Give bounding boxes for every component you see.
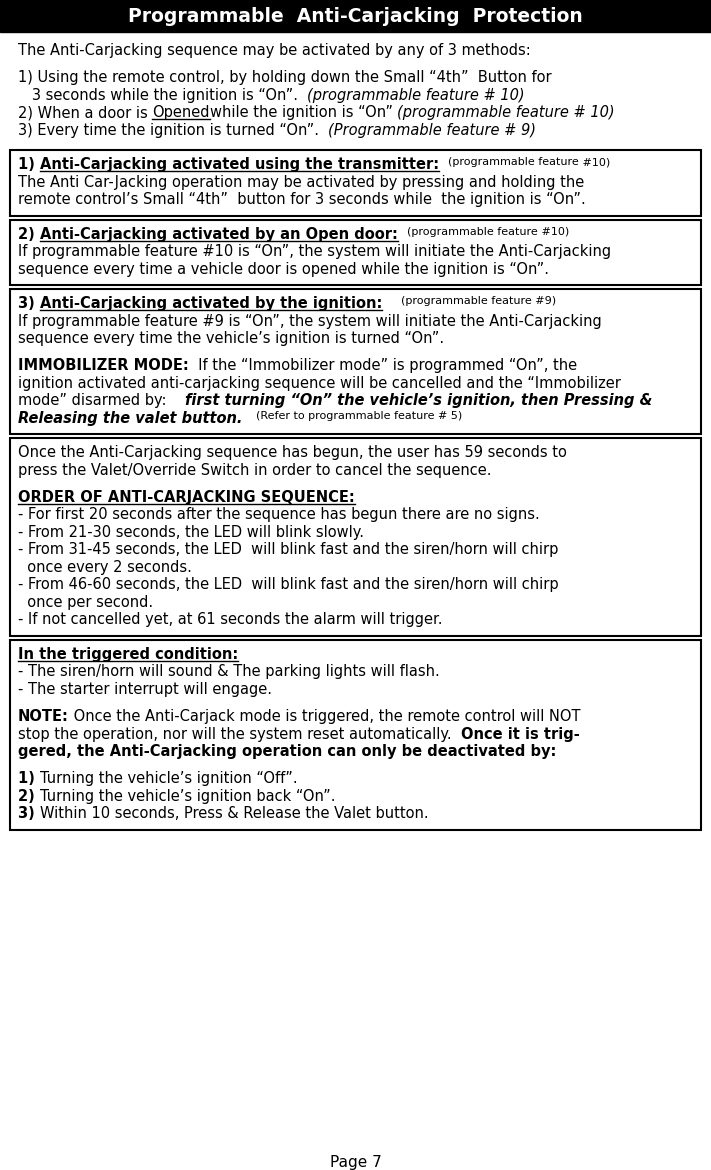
Text: (Programmable feature # 9): (Programmable feature # 9) (328, 123, 536, 138)
Text: If programmable feature #9 is “On”, the system will initiate the Anti-Carjacking: If programmable feature #9 is “On”, the … (18, 314, 602, 329)
Text: Within 10 seconds, Press & Release the Valet button.: Within 10 seconds, Press & Release the V… (40, 806, 429, 821)
Bar (10, 220, 701, 285)
Text: first turning “On” the vehicle’s ignition, then Pressing &: first turning “On” the vehicle’s ignitio… (185, 393, 653, 408)
Text: If programmable feature #10 is “On”, the system will initiate the Anti-Carjackin: If programmable feature #10 is “On”, the… (18, 245, 611, 259)
Text: (programmable feature # 10): (programmable feature # 10) (307, 88, 525, 103)
Text: sequence every time the vehicle’s ignition is turned “On”.: sequence every time the vehicle’s igniti… (18, 331, 444, 346)
Text: Once the Anti-Carjacking sequence has begun, the user has 59 seconds to: Once the Anti-Carjacking sequence has be… (18, 446, 567, 460)
Text: 2) When a door is: 2) When a door is (18, 105, 152, 121)
Text: - The siren/horn will sound & The parking lights will flash.: - The siren/horn will sound & The parkin… (18, 665, 439, 680)
Text: The Anti Car-Jacking operation may be activated by pressing and holding the: The Anti Car-Jacking operation may be ac… (18, 174, 584, 190)
Text: (programmable feature #9): (programmable feature #9) (401, 296, 556, 307)
Text: 1): 1) (18, 771, 40, 786)
Text: Anti-Carjacking activated using the transmitter:: Anti-Carjacking activated using the tran… (40, 157, 439, 172)
Text: (programmable feature: (programmable feature (407, 227, 538, 236)
Text: 2): 2) (18, 227, 40, 242)
Text: 2): 2) (18, 789, 40, 804)
Text: - From 31-45 seconds, the LED  will blink fast and the siren/horn will chirp: - From 31-45 seconds, the LED will blink… (18, 543, 558, 557)
Bar (10, 289, 701, 434)
Text: - From 21-30 seconds, the LED will blink slowly.: - From 21-30 seconds, the LED will blink… (18, 525, 364, 539)
Text: Opened: Opened (152, 105, 210, 121)
Text: sequence every time a vehicle door is opened while the ignition is “On”.: sequence every time a vehicle door is op… (18, 262, 549, 276)
Text: once per second.: once per second. (18, 594, 153, 610)
Text: (programmable feature # 10): (programmable feature # 10) (397, 105, 615, 121)
Text: (programmable feature: (programmable feature (449, 157, 579, 167)
Text: - From 46-60 seconds, the LED  will blink fast and the siren/horn will chirp: - From 46-60 seconds, the LED will blink… (18, 577, 559, 592)
Text: IMMOBILIZER MODE:: IMMOBILIZER MODE: (18, 358, 188, 373)
Text: Once it is trig-: Once it is trig- (461, 727, 579, 742)
Text: #10): #10) (538, 227, 569, 236)
Text: - The starter interrupt will engage.: - The starter interrupt will engage. (18, 682, 272, 697)
Text: Programmable  Anti-Carjacking  Protection: Programmable Anti-Carjacking Protection (128, 7, 583, 26)
Text: 3): 3) (18, 806, 40, 821)
Text: 1): 1) (18, 157, 40, 172)
Text: NOTE:: NOTE: (18, 709, 69, 724)
Text: Turning the vehicle’s ignition back “On”.: Turning the vehicle’s ignition back “On”… (40, 789, 336, 804)
Text: Anti-Carjacking activated by an Open door:: Anti-Carjacking activated by an Open doo… (40, 227, 397, 242)
Text: once every 2 seconds.: once every 2 seconds. (18, 560, 192, 574)
Bar (10, 439, 701, 635)
Text: Anti-Carjacking activated by the ignition:: Anti-Carjacking activated by the ignitio… (40, 296, 383, 311)
Text: press the Valet/Override Switch in order to cancel the sequence.: press the Valet/Override Switch in order… (18, 463, 491, 477)
Text: mode” disarmed by:: mode” disarmed by: (18, 393, 185, 408)
Text: 1) Using the remote control, by holding down the Small “4th”  Button for: 1) Using the remote control, by holding … (18, 70, 552, 85)
Bar (10, 150, 701, 215)
Text: 3): 3) (18, 296, 40, 311)
Text: In the triggered condition:: In the triggered condition: (18, 647, 238, 662)
Text: - If not cancelled yet, at 61 seconds the alarm will trigger.: - If not cancelled yet, at 61 seconds th… (18, 612, 442, 627)
Text: ignition activated anti-carjacking sequence will be cancelled and the “Immobiliz: ignition activated anti-carjacking seque… (18, 376, 621, 391)
Text: remote control’s Small “4th”  button for 3 seconds while  the ignition is “On”.: remote control’s Small “4th” button for … (18, 192, 586, 207)
Text: (Refer to programmable feature # 5): (Refer to programmable feature # 5) (256, 411, 462, 421)
Text: Once the Anti-Carjack mode is triggered, the remote control will NOT: Once the Anti-Carjack mode is triggered,… (69, 709, 580, 724)
Text: while the ignition is “On”: while the ignition is “On” (210, 105, 397, 121)
Text: - For first 20 seconds after the sequence has begun there are no signs.: - For first 20 seconds after the sequenc… (18, 508, 540, 522)
Text: ORDER OF ANTI-CARJACKING SEQUENCE:: ORDER OF ANTI-CARJACKING SEQUENCE: (18, 490, 355, 505)
Bar (0, 0, 711, 32)
Text: 3) Every time the ignition is turned “On”.: 3) Every time the ignition is turned “On… (18, 123, 328, 138)
Text: 3 seconds while the ignition is “On”.: 3 seconds while the ignition is “On”. (18, 88, 307, 103)
Text: Turning the vehicle’s ignition “Off”.: Turning the vehicle’s ignition “Off”. (40, 771, 298, 786)
Bar (10, 640, 701, 830)
Text: gered, the Anti-Carjacking operation can only be deactivated by:: gered, the Anti-Carjacking operation can… (18, 744, 557, 759)
Text: #10): #10) (579, 157, 610, 167)
Text: If the “Immobilizer mode” is programmed “On”, the: If the “Immobilizer mode” is programmed … (188, 358, 577, 373)
Text: Page 7: Page 7 (330, 1155, 381, 1170)
Text: stop the operation, nor will the system reset automatically.: stop the operation, nor will the system … (18, 727, 461, 742)
Text: Releasing the valet button.: Releasing the valet button. (18, 411, 242, 426)
Text: The Anti-Carjacking sequence may be activated by any of 3 methods:: The Anti-Carjacking sequence may be acti… (18, 43, 530, 59)
